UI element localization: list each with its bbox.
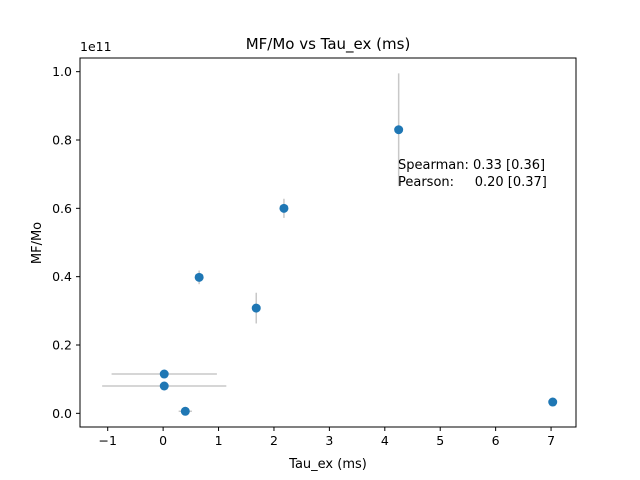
data-point xyxy=(159,369,169,379)
y-axis-ticks: 0.0 0.2 0.4 0.6 0.8 1.0 xyxy=(52,64,80,421)
chart-title: MF/Mo vs Tau_ex (ms) xyxy=(246,35,411,54)
data-point xyxy=(548,397,558,407)
x-tick-label: 2 xyxy=(270,433,278,448)
y-tick-label: 0.8 xyxy=(52,133,72,148)
points-layer xyxy=(159,125,558,416)
x-tick-label: 6 xyxy=(492,433,500,448)
plot-frame xyxy=(79,57,577,428)
data-point xyxy=(159,381,169,391)
y-tick-label: 0.4 xyxy=(52,269,72,284)
data-point xyxy=(394,125,404,135)
y-tick-label: 0.0 xyxy=(52,406,72,421)
y-tick-label: 0.6 xyxy=(52,201,72,216)
data-point xyxy=(279,203,289,213)
x-tick-label: 1 xyxy=(215,433,223,448)
y-offset-text: 1e11 xyxy=(80,39,112,54)
annotation-pearson: Pearson: 0.20 [0.37] xyxy=(398,175,547,190)
x-tick-label: 4 xyxy=(381,433,389,448)
y-tick-label: 1.0 xyxy=(52,64,72,79)
x-tick-label: −1 xyxy=(98,433,116,448)
annotation-spearman: Spearman: 0.33 [0.36] xyxy=(398,158,545,173)
x-axis-label: Tau_ex (ms) xyxy=(288,457,367,472)
x-tick-label: 0 xyxy=(159,433,167,448)
data-point xyxy=(251,303,261,313)
x-tick-label: 7 xyxy=(547,433,555,448)
x-tick-label: 3 xyxy=(325,433,333,448)
y-tick-label: 0.2 xyxy=(52,338,72,353)
y-axis-label: MF/Mo xyxy=(30,222,45,264)
x-axis-ticks: −1 0 1 2 3 4 5 6 7 xyxy=(98,427,555,448)
data-point xyxy=(180,406,190,416)
data-point xyxy=(194,272,204,282)
errorbars-layer xyxy=(102,73,554,414)
x-tick-label: 5 xyxy=(436,433,444,448)
